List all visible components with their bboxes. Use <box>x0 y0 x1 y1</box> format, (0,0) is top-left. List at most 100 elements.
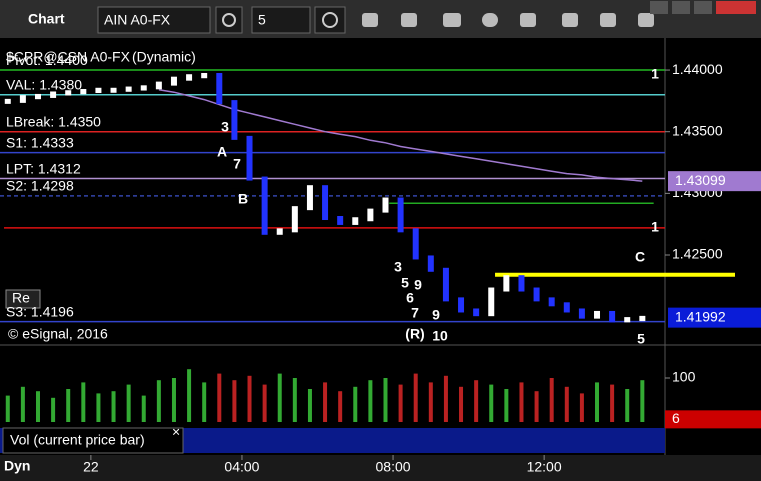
x-tick-label: 22 <box>83 459 99 475</box>
toolbar-icons <box>362 1 756 27</box>
y-tick-label: 1.44000 <box>672 61 723 77</box>
level-label: VAL: 1.4380 <box>6 76 82 92</box>
candle <box>95 87 102 94</box>
annotation: 5 <box>637 331 645 347</box>
volume-bar <box>111 391 116 422</box>
min-button[interactable] <box>672 1 690 14</box>
candle <box>548 297 555 307</box>
study-title: $CPR@CSN A0-FX <box>6 49 131 65</box>
close-button[interactable] <box>716 1 756 14</box>
candle <box>4 98 11 104</box>
volume-bar <box>338 391 343 422</box>
link-button[interactable] <box>562 13 578 27</box>
interval-box[interactable] <box>251 6 311 34</box>
candle <box>19 95 26 103</box>
volume-bar <box>187 369 192 422</box>
candle <box>34 93 41 100</box>
re-button-label[interactable]: Re <box>12 290 30 306</box>
candle <box>412 228 419 260</box>
interval[interactable]: 5 <box>258 12 266 28</box>
tool-button[interactable] <box>638 13 654 27</box>
draw-button[interactable] <box>362 13 378 27</box>
dyn-label: Dyn <box>4 458 30 474</box>
help-button[interactable] <box>650 1 668 14</box>
time-axis <box>0 455 761 481</box>
volume-bar <box>368 380 373 422</box>
volume-bar <box>579 393 584 422</box>
level-label: S1: 1.4333 <box>6 134 74 150</box>
annotation: 9 <box>414 277 422 293</box>
candle <box>276 228 283 235</box>
candle <box>533 287 540 302</box>
copyright: © eSignal, 2016 <box>8 326 108 342</box>
candle <box>503 275 510 292</box>
volume-bar <box>141 395 146 422</box>
volume-bar <box>610 384 615 422</box>
annotation: 1 <box>651 219 659 235</box>
volume-bar <box>277 373 282 422</box>
candle <box>624 317 631 323</box>
volume-bar <box>323 382 328 422</box>
volume-bar <box>353 386 358 422</box>
level-label: LBreak: 1.4350 <box>6 113 101 129</box>
play-button[interactable] <box>482 13 498 27</box>
edit-button[interactable] <box>520 13 536 27</box>
volume-bar <box>474 380 479 422</box>
level-label: Pivot: 1.4400 <box>6 52 88 68</box>
candle <box>639 315 646 322</box>
candle <box>216 72 223 105</box>
candle <box>488 287 495 317</box>
candle <box>50 91 57 98</box>
annotation: 6 <box>406 290 414 306</box>
price-tag-label: 1.41992 <box>675 308 726 324</box>
candle <box>397 197 404 233</box>
y-tick-label: 1.42500 <box>672 246 723 262</box>
annotation: 1 <box>651 66 659 82</box>
candle <box>65 90 72 96</box>
annotation: C <box>635 249 645 265</box>
candle <box>337 216 344 225</box>
vol-label-box <box>2 427 184 454</box>
volume-bar <box>428 382 433 422</box>
volume-bar <box>595 382 600 422</box>
vol-close[interactable]: × <box>172 424 180 440</box>
clock-button[interactable] <box>314 6 346 34</box>
candle <box>578 308 585 319</box>
get-button[interactable] <box>443 13 461 27</box>
volume-bar <box>51 397 56 422</box>
volume-bar <box>126 384 131 422</box>
annotation: (R) <box>405 326 424 342</box>
tool-button[interactable] <box>600 13 616 27</box>
candle <box>125 86 132 92</box>
symbol[interactable]: AIN A0-FX <box>104 12 171 28</box>
volume-bar <box>549 378 554 422</box>
candle <box>306 185 313 211</box>
volume-bar <box>20 386 25 422</box>
study-mode: (Dynamic) <box>132 49 196 65</box>
level-label: LPT: 1.4312 <box>6 160 81 176</box>
candle <box>594 310 601 319</box>
annotation: 5 <box>401 275 409 291</box>
candle <box>609 310 616 323</box>
price-tag <box>668 307 761 328</box>
volume-bar <box>625 389 630 422</box>
candle <box>518 275 525 292</box>
vol-tag-label: 6 <box>672 410 680 426</box>
price-tag <box>668 171 761 192</box>
re-button[interactable] <box>5 289 41 309</box>
symbol-box[interactable] <box>97 6 211 34</box>
refresh-button[interactable] <box>401 13 417 27</box>
candle <box>155 81 162 90</box>
volume-bar <box>534 391 539 422</box>
volume-bar <box>413 373 418 422</box>
max-button[interactable] <box>694 1 712 14</box>
volume-bar <box>504 389 509 422</box>
level-label: S2: 1.4298 <box>6 178 74 194</box>
volume-bar <box>292 378 297 422</box>
vol-tick-label: 100 <box>672 369 696 385</box>
candle <box>140 85 147 91</box>
settings-button[interactable] <box>215 6 243 34</box>
annotation: 7 <box>233 156 241 172</box>
x-tick-label: 04:00 <box>224 459 259 475</box>
candle <box>261 176 268 235</box>
